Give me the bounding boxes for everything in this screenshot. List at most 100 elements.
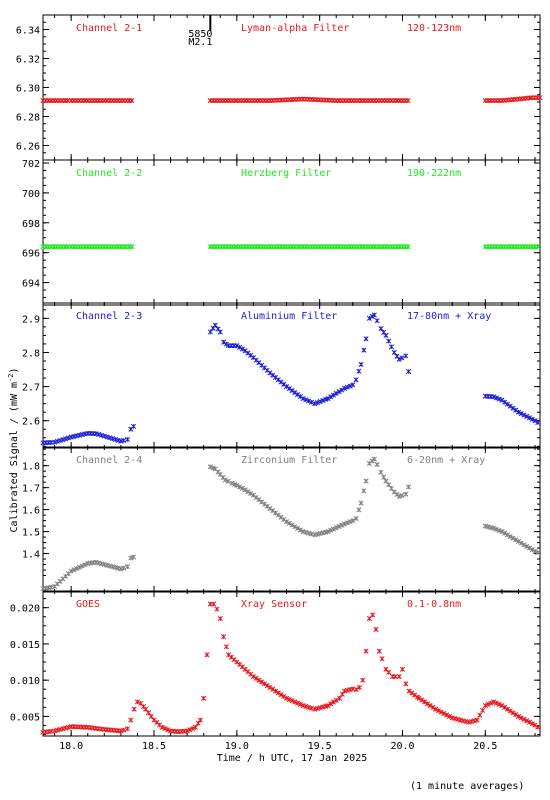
data-point [344, 520, 350, 526]
panel-frame [42, 590, 541, 737]
data-point [303, 397, 309, 403]
panel-channel-label: Channel 2-4 [76, 455, 142, 466]
data-point [378, 326, 384, 332]
data-point [187, 727, 193, 733]
data-point [374, 318, 380, 324]
data-point [374, 462, 380, 468]
data-point [356, 507, 362, 513]
data-point [128, 555, 134, 561]
data-point [353, 687, 359, 693]
data-point [529, 547, 535, 553]
data-point [248, 490, 254, 497]
panel-frame [42, 14, 541, 161]
data-point [76, 564, 83, 570]
data-point [356, 684, 362, 690]
y-tick-label: 1.5 [22, 528, 40, 539]
data-series-segment [40, 423, 137, 446]
data-point [347, 519, 353, 525]
data-point [328, 394, 334, 400]
data-point [358, 500, 364, 506]
data-point [386, 338, 392, 344]
data-point [292, 524, 298, 530]
panel-band-label: 6-20nm + Xray [407, 455, 485, 466]
data-point [499, 702, 505, 709]
event-marker-number: 5850 [188, 29, 212, 40]
data-point [504, 532, 510, 538]
data-series-segment [482, 393, 541, 426]
data-point [480, 707, 486, 713]
data-point [521, 412, 527, 418]
data-point [535, 244, 541, 250]
panel-1: 6.26 6.28 6.30 6.32 6.34 Channel 2-1 Lyman-alp… [16, 14, 543, 161]
data-point [409, 690, 415, 696]
data-point [358, 361, 364, 367]
data-point [292, 699, 298, 705]
data-point [396, 356, 402, 362]
y-axis-label-main: Calibrated Signal / (mW m [9, 382, 20, 533]
data-point [71, 567, 77, 573]
data-point [207, 329, 213, 335]
data-point [295, 391, 301, 398]
data-point [223, 644, 229, 650]
y-tick-label: 6.26 [16, 142, 40, 153]
data-point [297, 393, 303, 400]
data-point [386, 669, 392, 675]
panel-channel-label: Channel 2-1 [76, 23, 142, 34]
data-point [222, 477, 228, 483]
data-point [379, 656, 385, 662]
data-point [513, 407, 519, 413]
data-point [281, 693, 287, 700]
data-point [118, 728, 124, 734]
data-point [515, 538, 522, 545]
data-point [353, 377, 359, 383]
data-point [344, 384, 350, 390]
data-point [221, 634, 227, 640]
data-point [159, 724, 165, 730]
data-point [502, 530, 508, 536]
y-tick-label: 696 [22, 249, 40, 260]
x-tick-label: 19.5 [308, 741, 332, 752]
y-tick-label: 6.32 [16, 55, 40, 66]
data-point [328, 701, 334, 707]
data-point [513, 712, 519, 718]
data-point [234, 343, 240, 349]
data-point [347, 383, 353, 389]
data-point [383, 332, 389, 338]
data-point [68, 568, 74, 574]
data-point [537, 95, 543, 101]
data-point [124, 436, 131, 443]
data-point [308, 399, 314, 405]
data-point [350, 518, 356, 524]
data-point [197, 717, 203, 723]
data-point [507, 403, 513, 409]
data-point [336, 523, 342, 530]
data-point [217, 329, 223, 335]
data-point [386, 482, 392, 488]
data-point [336, 695, 343, 701]
data-series-segment [207, 312, 412, 407]
data-point [493, 526, 499, 532]
data-point [441, 710, 447, 717]
data-point [515, 409, 522, 415]
data-point [121, 437, 127, 444]
y-tick-label: 6.30 [16, 84, 40, 95]
data-point [493, 395, 499, 401]
data-point [373, 626, 379, 632]
data-point [339, 387, 345, 393]
data-point [215, 326, 221, 332]
data-point [524, 543, 530, 549]
data-point [430, 704, 436, 710]
data-point [435, 708, 441, 714]
data-point [513, 537, 519, 543]
data-point [283, 519, 290, 525]
data-point [360, 677, 366, 683]
data-point [502, 399, 508, 405]
data-point [275, 690, 281, 696]
data-point [388, 344, 395, 350]
data-point [518, 540, 524, 546]
data-point [270, 686, 276, 692]
y-tick-label: 700 [22, 189, 40, 200]
data-point [131, 706, 137, 712]
data-point [529, 721, 535, 727]
